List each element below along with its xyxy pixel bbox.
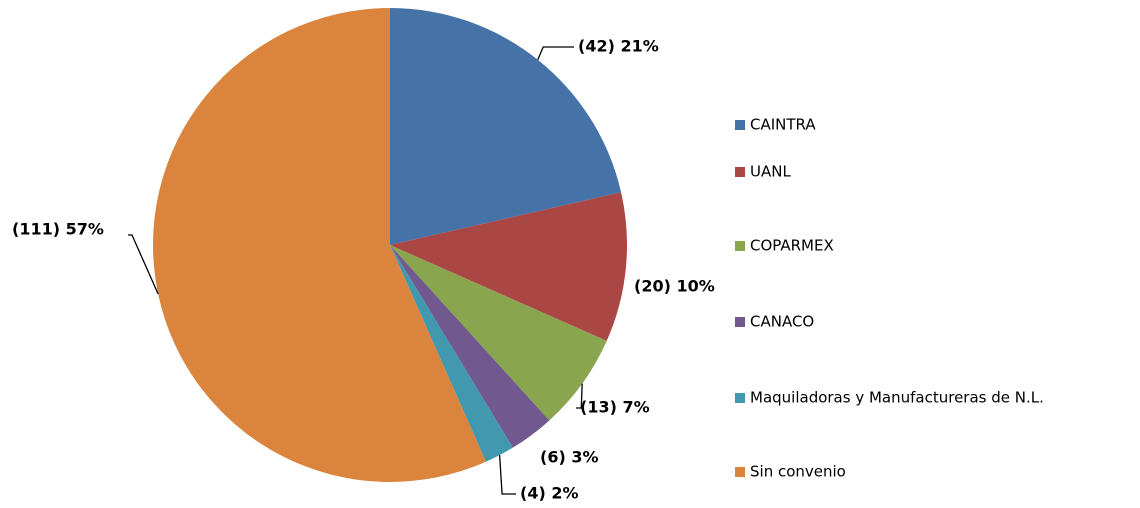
leader-line — [128, 234, 159, 295]
legend-swatch — [735, 467, 745, 477]
leader-line — [576, 383, 583, 409]
legend-swatch — [735, 167, 745, 177]
leader-line — [537, 46, 574, 60]
legend-label: COPARMEX — [750, 237, 834, 255]
pie-slice — [390, 245, 607, 421]
data-label: (13) 7% — [580, 398, 650, 417]
pie-slice — [390, 192, 628, 341]
pie-slice — [152, 8, 486, 483]
data-label: (42) 21% — [578, 37, 659, 56]
legend-label: CAINTRA — [750, 116, 816, 134]
legend-label: Sin convenio — [750, 463, 846, 481]
legend-swatch — [735, 241, 745, 251]
legend-swatch — [735, 393, 745, 403]
pie-slice — [390, 245, 550, 448]
data-label: (111) 57% — [12, 220, 104, 239]
pie-slice — [390, 8, 622, 245]
pie-slice — [390, 245, 513, 462]
data-label: (4) 2% — [520, 484, 579, 503]
leader-line — [498, 455, 516, 495]
legend-label: Maquiladoras y Manufactureras de N.L. — [750, 389, 1044, 407]
legend-swatch — [735, 317, 745, 327]
legend-swatch — [735, 120, 745, 130]
legend-label: CANACO — [750, 313, 814, 331]
legend-label: UANL — [750, 163, 791, 181]
data-label: (6) 3% — [540, 448, 599, 467]
data-label: (20) 10% — [634, 277, 715, 296]
